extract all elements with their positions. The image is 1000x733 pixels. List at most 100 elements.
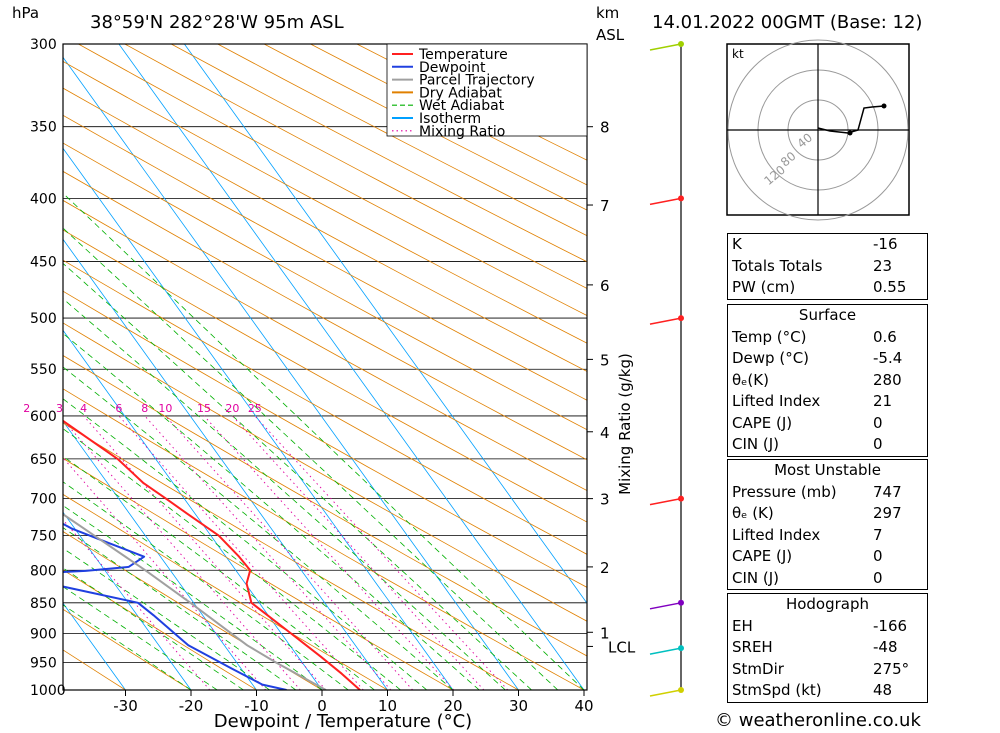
dry-adiabat-line <box>78 44 587 316</box>
hodograph-storm-motion <box>847 130 853 136</box>
mixing-ratio-label: 4 <box>80 402 87 415</box>
dewpoint-line <box>63 522 287 690</box>
pressure-tick-label: 550 <box>30 362 57 378</box>
dry-adiabat-line <box>63 290 587 588</box>
indices-table: K -16 Totals Totals 23 PW (cm) 0.55 <box>727 233 928 300</box>
hodograph-row: EH -166 <box>732 616 908 635</box>
mixing-ratio-line <box>144 415 392 690</box>
temperature-tick-label: 20 <box>443 697 462 715</box>
wind-barb <box>649 317 682 325</box>
legend-label: Parcel Trajectory <box>419 73 535 89</box>
x-axis-label: Dewpoint / Temperature (°C) <box>214 711 472 732</box>
mixing-ratio-line <box>118 415 364 690</box>
legend-label: Isotherm <box>419 111 481 127</box>
hodograph-row: StmSpd (kt) 48 <box>732 681 893 699</box>
dry-adiabat-line <box>63 355 587 657</box>
dry-adiabat-line <box>63 259 587 555</box>
mixing-ratio-line <box>254 415 509 690</box>
wet-adiabat-line <box>63 527 297 690</box>
legend-box <box>386 43 588 137</box>
pressure-tick-label: 650 <box>30 452 57 468</box>
dry-adiabat-line <box>63 170 587 461</box>
dry-adiabat-line <box>63 388 585 690</box>
most-unstable-row: Lifted Index 7 <box>732 525 883 544</box>
profile-lines <box>63 419 361 690</box>
pressure-tick-label: 500 <box>30 311 57 327</box>
isotherm-line <box>63 56 519 690</box>
temperature-tick-label: 30 <box>509 697 528 715</box>
wet-adiabat-line <box>63 505 323 690</box>
hodograph-row: SREH -48 <box>732 638 898 656</box>
lcl-label: LCL <box>608 638 636 656</box>
wind-barb <box>649 602 682 610</box>
legend-label: Dry Adiabat <box>419 85 502 101</box>
dry-adiabat-line <box>63 422 519 690</box>
dry-adiabat-line <box>124 44 587 289</box>
surface-row: Lifted Index 21 <box>732 392 893 410</box>
plot-background-lines <box>63 44 587 690</box>
surface-row: Dewp (°C) -5.4 <box>732 349 903 367</box>
pressure-tick-label: 850 <box>30 596 57 612</box>
hodograph-point <box>881 103 887 109</box>
index-row-pw: PW (cm) 0.55 <box>732 278 907 296</box>
wind-barb-panel <box>649 41 684 697</box>
mixing-ratio-label: 8 <box>141 402 148 415</box>
isotherm-line <box>63 147 454 690</box>
pressure-tick-label: 450 <box>30 255 57 271</box>
km-unit-label: km <box>596 4 619 22</box>
isotherm-line <box>184 44 587 604</box>
dry-adiabat-line <box>217 44 587 237</box>
dry-adiabat-line <box>63 608 192 690</box>
height-tick-label: 2 <box>600 559 610 577</box>
height-tick-label: 5 <box>600 351 610 369</box>
temperature-axis: -30 -20 -10 0 10 20 30 40 <box>113 690 594 715</box>
index-row-totals: Totals Totals 23 <box>732 256 893 275</box>
dry-adiabat-line <box>63 142 587 431</box>
dry-adiabat-line <box>63 87 587 372</box>
parcel-trajectory-line <box>63 513 327 690</box>
mixing-ratio-label: 20 <box>225 402 239 415</box>
wet-adiabat-line <box>63 481 349 690</box>
station-location: 38°59'N 282°28'W 95m ASL <box>90 12 344 33</box>
hodograph-table-title: Hodograph <box>785 595 870 613</box>
temperature-tick-label: 10 <box>378 697 397 715</box>
plot-frame <box>62 43 588 691</box>
wet-adiabat-line <box>63 366 454 690</box>
legend-label: Dewpoint <box>419 60 486 76</box>
copyright-link[interactable]: © weatheronline.co.uk <box>715 710 921 731</box>
pressure-tick-label: 950 <box>30 655 57 671</box>
hodograph-trace <box>817 105 885 134</box>
surface-title: Surface <box>798 306 857 324</box>
hodograph-unit: kt <box>732 47 744 61</box>
pressure-tick-label: 600 <box>30 409 57 425</box>
height-tick-label: 7 <box>600 197 610 215</box>
isotherm-line <box>63 238 388 690</box>
pressure-tick-label: 900 <box>30 626 57 642</box>
wind-barb <box>649 197 682 206</box>
mixing-ratio-labels: 12346810152025 <box>23 402 262 415</box>
dry-adiabat-line <box>63 60 587 344</box>
most-unstable-table: Most Unstable Pressure (mb) 747 θₑ (K) 297… <box>727 459 928 590</box>
most-unstable-row: CIN (J) 0 <box>732 568 883 587</box>
wind-barb <box>649 647 682 655</box>
dry-adiabat-line <box>63 531 323 690</box>
mixing-ratio-label: 3 <box>56 402 63 415</box>
legend-label: Mixing Ratio <box>419 124 505 140</box>
pressure-tick-label: 800 <box>30 563 57 579</box>
wet-adiabat-line <box>63 192 585 690</box>
hodograph-table: Hodograph EH -166 SREH -48 StmDir 275° StmS… <box>727 593 928 703</box>
mixing-ratio-line <box>203 415 455 690</box>
dry-adiabat-line <box>63 457 454 690</box>
height-tick-label: 6 <box>600 277 610 295</box>
most-unstable-row: CAPE (J) 0 <box>732 547 883 565</box>
most-unstable-title: Most Unstable <box>774 461 881 479</box>
isotherm-line <box>118 44 585 690</box>
pressure-tick-label: 350 <box>30 120 57 136</box>
legend-label: Wet Adiabat <box>419 98 505 114</box>
mixing-ratio-label: 2 <box>23 402 30 415</box>
pressure-tick-label: 700 <box>30 492 57 508</box>
dry-adiabat-line <box>63 229 587 523</box>
